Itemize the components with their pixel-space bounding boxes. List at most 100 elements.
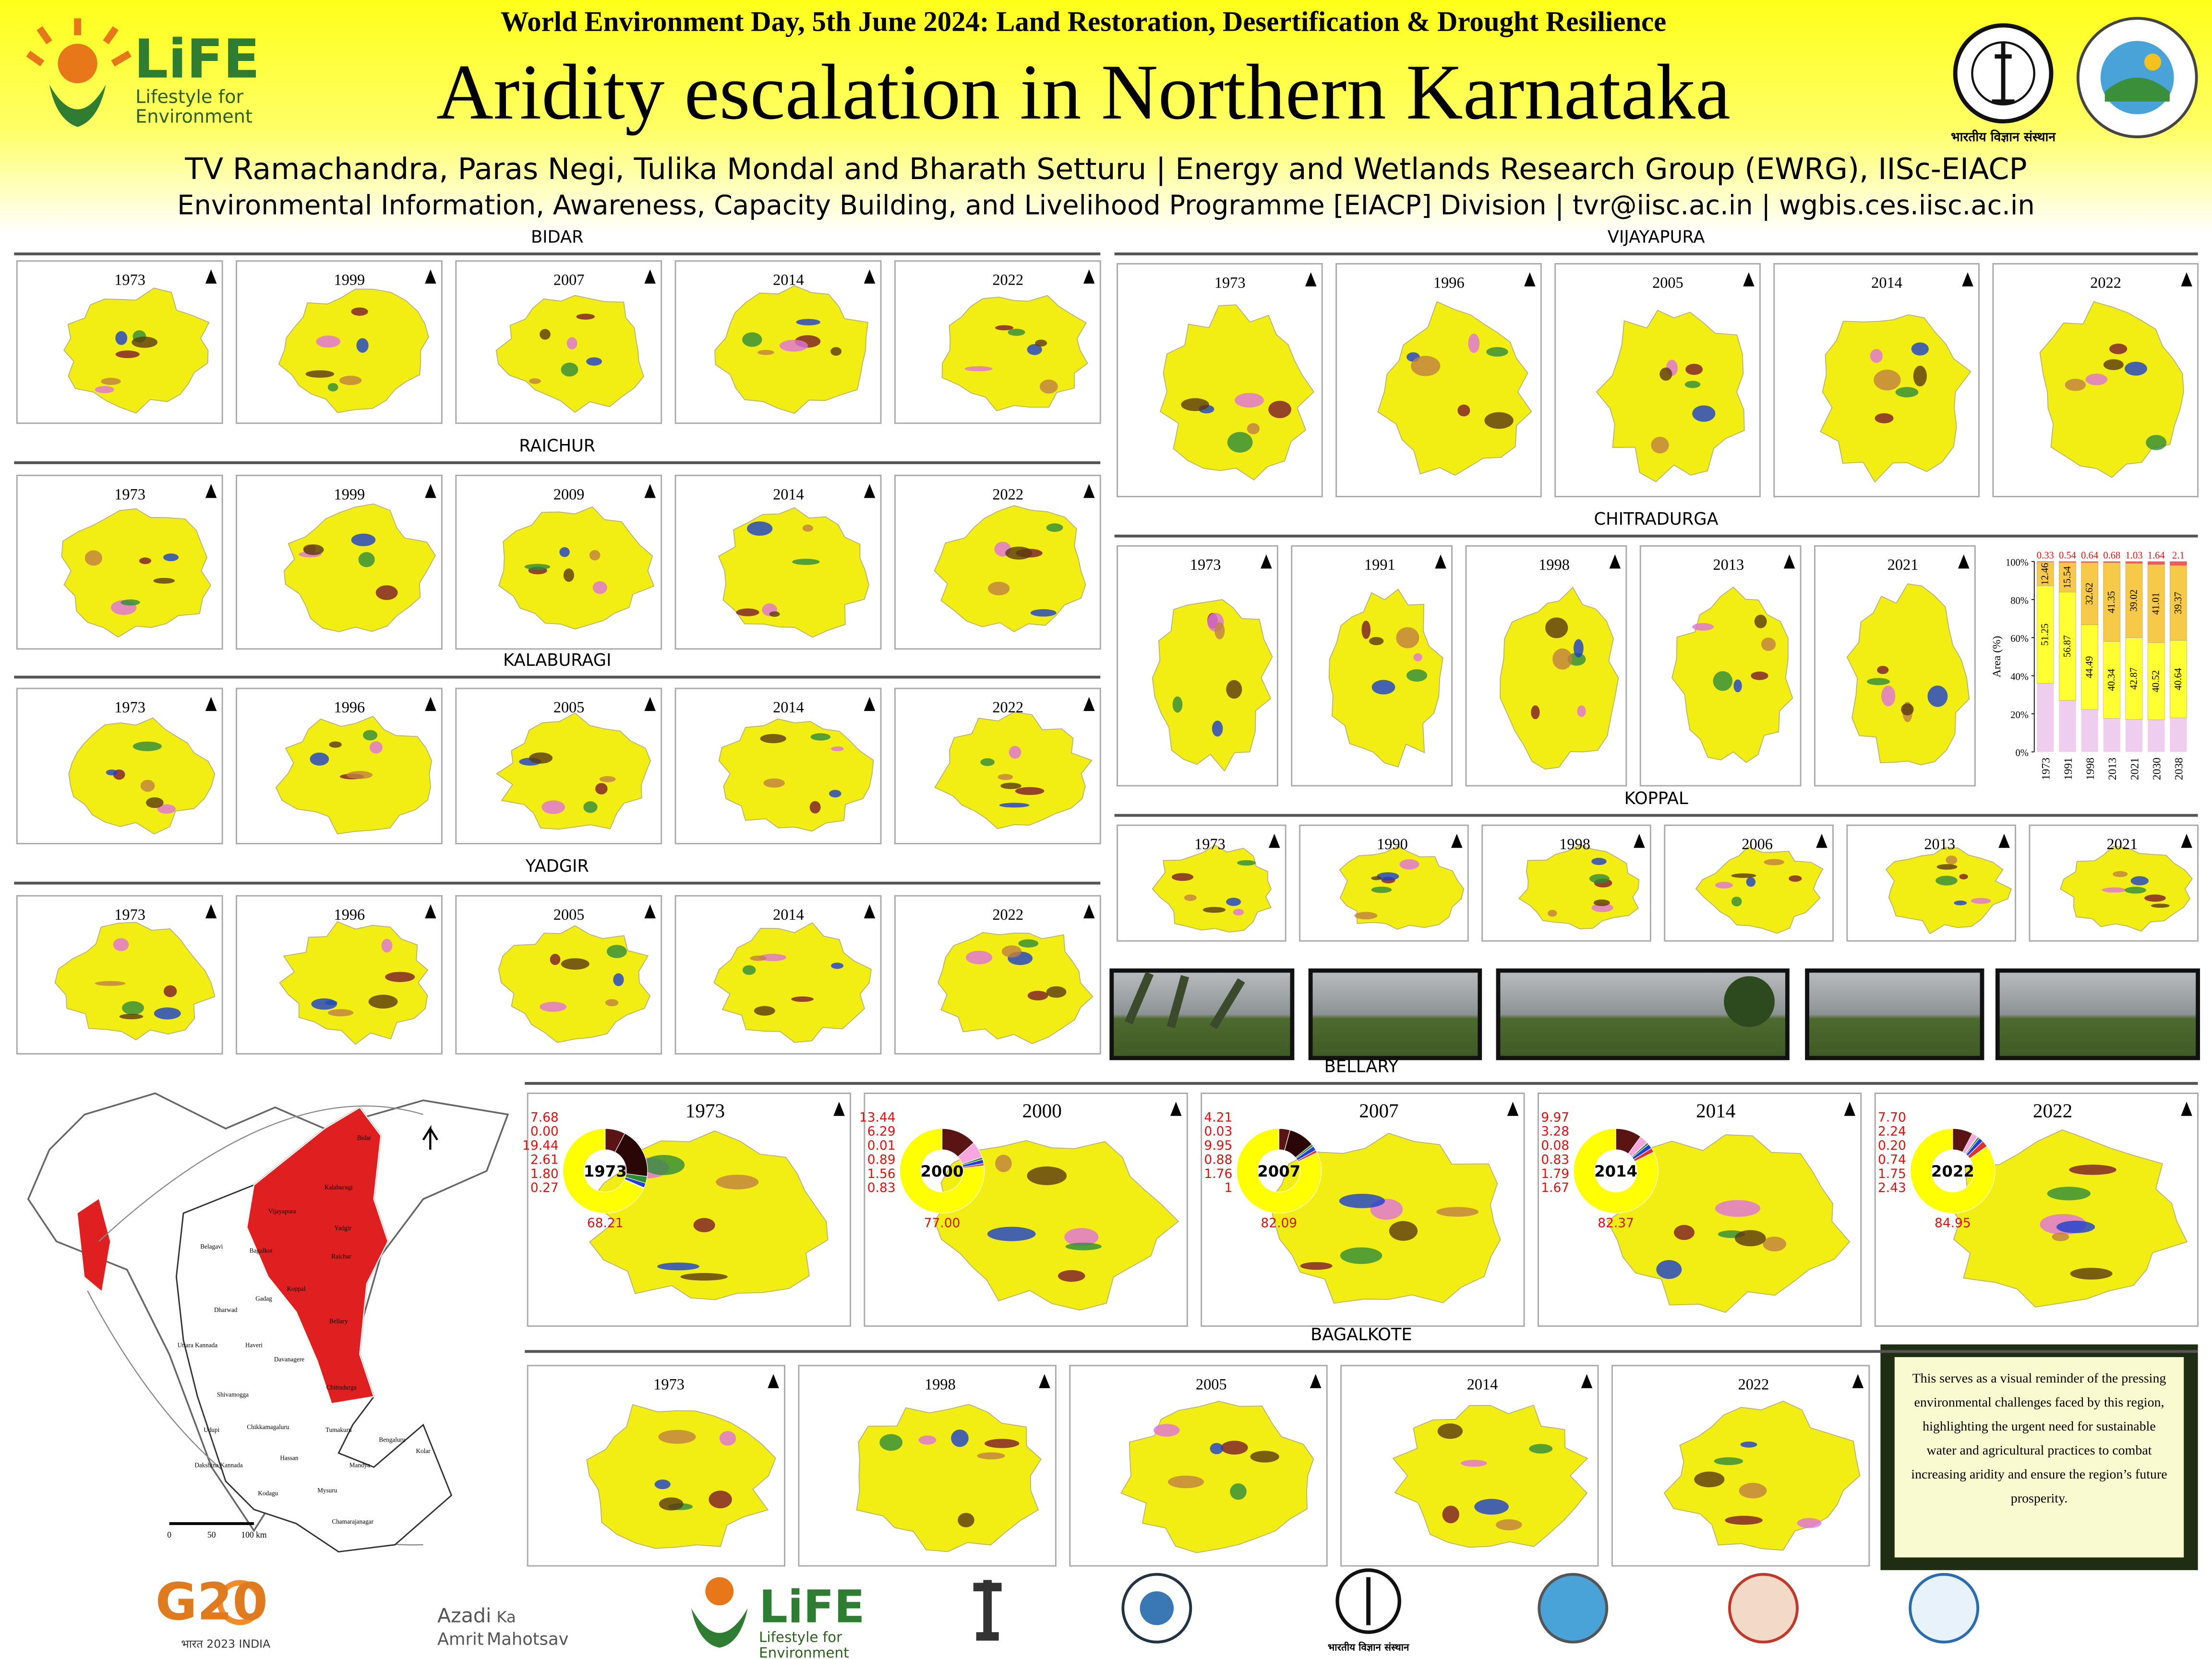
- land-cover-patch: [1027, 1166, 1067, 1185]
- land-cover-patch: [1715, 1200, 1761, 1217]
- bar-segment: [2103, 561, 2121, 563]
- bar-value: 41.01: [2151, 592, 2162, 614]
- section-heading: RAICHUR: [519, 436, 595, 456]
- land-cover-patch: [1436, 1207, 1479, 1217]
- north-arrow: [1783, 554, 1795, 569]
- pie-label: 19.44: [522, 1138, 559, 1153]
- land-cover-patch: [2052, 1232, 2069, 1241]
- x-tick-label: 2013: [2106, 757, 2119, 780]
- land-cover-patch: [1959, 874, 1968, 879]
- g20-logo: G20: [156, 1573, 268, 1632]
- land-cover-patch: [1226, 680, 1242, 699]
- land-cover-patch: [1589, 874, 1610, 883]
- map-year: 2014: [773, 485, 804, 503]
- land-cover-patch: [1763, 1237, 1786, 1251]
- land-cover-patch: [1399, 859, 1419, 870]
- section-heading: BELLARY: [1324, 1057, 1399, 1076]
- land-cover-patch: [1361, 620, 1371, 639]
- north-arrow: [1962, 272, 1973, 287]
- land-cover-patch: [1895, 387, 1919, 397]
- land-cover-patch: [2125, 887, 2146, 894]
- north-arrow: [1743, 272, 1755, 287]
- north-arrow: [864, 484, 876, 498]
- header-band: [0, 0, 2212, 233]
- pie-slice: [563, 1128, 644, 1214]
- land-cover-patch: [2047, 1187, 2091, 1201]
- land-cover-patch: [122, 1001, 144, 1015]
- map-year: 2022: [2033, 1100, 2072, 1122]
- land-cover-patch: [1009, 745, 1022, 759]
- district-label: Udupi: [204, 1426, 219, 1433]
- land-cover-patch: [1442, 1505, 1459, 1524]
- bar-value: 0.54: [2059, 551, 2076, 561]
- land-cover-patch: [1754, 614, 1767, 628]
- map-year: 1973: [114, 698, 145, 716]
- land-cover-patch: [541, 800, 565, 814]
- district-label: Tumakuru: [325, 1426, 352, 1433]
- scale-label: 50: [207, 1530, 216, 1539]
- district-map: [1339, 845, 1465, 930]
- affiliation: Environmental Information, Awareness, Ca…: [177, 190, 2035, 221]
- land-cover-patch: [316, 336, 341, 348]
- section-heading: KALABURAGI: [503, 650, 611, 670]
- bar-segment: [2059, 561, 2076, 563]
- land-cover-patch: [2125, 361, 2147, 376]
- north-arrow: [1268, 833, 1280, 848]
- pie-slice: [899, 1128, 985, 1214]
- north-arrow: [1435, 554, 1446, 569]
- land-cover-patch: [1713, 671, 1733, 691]
- map-year: 2013: [1924, 835, 1955, 853]
- land-cover-patch: [1751, 671, 1768, 680]
- map-year: 1973: [685, 1100, 725, 1122]
- district-map: [279, 921, 429, 1045]
- map-year: 2007: [1359, 1100, 1398, 1122]
- district-label: Dharwad: [214, 1306, 238, 1313]
- north-arrow: [768, 1374, 779, 1388]
- map-year: 2005: [553, 698, 585, 716]
- land-cover-patch: [1030, 609, 1057, 617]
- district-label: Hassan: [280, 1455, 299, 1462]
- district-label: Yadgir: [334, 1225, 351, 1232]
- north-arrow: [1507, 1102, 1519, 1116]
- land-cover-patch: [101, 377, 121, 385]
- map-year: 1996: [334, 906, 365, 923]
- land-cover-patch: [1237, 860, 1256, 866]
- land-cover-patch: [1233, 909, 1244, 916]
- x-tick-label: 2038: [2173, 757, 2186, 780]
- land-cover-patch: [375, 585, 398, 600]
- y-tick-label: 40%: [2010, 672, 2029, 682]
- pie-slice: [1910, 1128, 1996, 1214]
- land-cover-patch: [368, 995, 398, 1009]
- map-year: 1973: [1190, 556, 1221, 573]
- land-cover-patch: [2070, 1268, 2113, 1280]
- land-cover-patch: [119, 1013, 144, 1020]
- land-cover-patch: [1552, 648, 1573, 670]
- note-text: This serves as a visual reminder of the …: [1911, 1372, 2167, 1507]
- bar-segment: [2081, 561, 2099, 563]
- land-cover-patch: [1715, 881, 1733, 889]
- district-map: [934, 505, 1086, 633]
- land-cover-patch: [760, 733, 786, 744]
- y-axis-title: Area (%): [1991, 636, 2003, 678]
- district-map: [283, 503, 436, 632]
- land-cover-patch: [985, 1439, 1020, 1448]
- pie-label: 82.37: [1598, 1216, 1634, 1231]
- land-cover-patch: [657, 1262, 699, 1271]
- photo-strip: [1109, 968, 2200, 1060]
- land-cover-patch: [757, 349, 774, 355]
- pie-label: 0.74: [1878, 1152, 1906, 1167]
- life-logo: LiFE Lifestyle for Environment: [26, 18, 260, 128]
- life-footer-tag: Lifestyle for: [759, 1629, 842, 1646]
- pie-label: 3.28: [1541, 1124, 1569, 1139]
- pie-label: 0.89: [867, 1152, 896, 1167]
- land-cover-patch: [654, 1479, 671, 1490]
- land-cover-patch: [1694, 1471, 1725, 1488]
- map-year: 2000: [1022, 1100, 1062, 1122]
- land-cover-patch: [980, 758, 995, 766]
- map-year: 2022: [992, 271, 1023, 289]
- land-cover-patch: [1210, 1443, 1224, 1455]
- district-map: [1671, 586, 1793, 763]
- land-cover-patch: [693, 1218, 715, 1232]
- x-tick-label: 2021: [2128, 757, 2141, 780]
- land-cover-patch: [1484, 412, 1514, 429]
